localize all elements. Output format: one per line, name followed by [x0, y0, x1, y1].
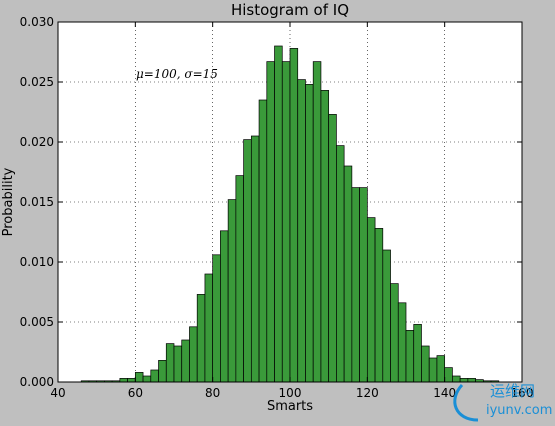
y-tick-label: 0.005	[20, 315, 54, 329]
histogram-bar	[343, 165, 353, 383]
histogram-bar	[173, 345, 183, 383]
histogram-bars	[80, 45, 500, 383]
histogram-bar	[328, 114, 337, 383]
histogram-bar	[274, 45, 283, 383]
histogram-bar	[289, 48, 299, 383]
distribution-annotation: μ=100, σ=15	[136, 67, 218, 81]
histogram-bar	[281, 61, 291, 383]
x-tick-label: 40	[50, 386, 65, 400]
histogram-bar	[305, 84, 314, 383]
histogram-bar	[243, 139, 252, 383]
histogram-bar	[250, 135, 260, 383]
x-tick-label: 160	[511, 386, 534, 400]
y-tick-label: 0.025	[20, 75, 54, 89]
histogram-bar	[165, 343, 175, 383]
y-axis-label: Probability	[1, 167, 16, 236]
histogram-bar	[196, 294, 206, 383]
histogram-bar	[127, 378, 136, 383]
histogram-bar	[158, 360, 167, 383]
histogram-bar	[459, 378, 469, 383]
x-tick-label: 140	[433, 386, 456, 400]
histogram-bar	[405, 330, 415, 383]
histogram-bar	[320, 90, 330, 383]
histogram-bar	[258, 99, 268, 383]
x-axis-label: Smarts	[267, 399, 313, 414]
histogram-bar	[467, 378, 476, 383]
watermark-text-url: iyunv.com	[486, 403, 552, 418]
histogram-bar	[119, 378, 128, 383]
histogram-bar	[336, 145, 345, 383]
histogram-bar	[444, 367, 453, 383]
histogram-bar	[181, 339, 190, 383]
histogram-bar	[359, 187, 368, 383]
y-tick-label: 0.000	[20, 375, 54, 389]
histogram-bar	[374, 228, 384, 383]
histogram-bar	[204, 273, 214, 383]
histogram-bar	[390, 283, 399, 383]
histogram-bar	[428, 357, 438, 383]
histogram-bar	[452, 375, 461, 383]
y-tick-label: 0.015	[20, 195, 54, 209]
axis-ticks: 40 60 80 100 120 140 160 0.000 0.005 0.010 0.015 0.…	[20, 15, 534, 400]
y-tick-label: 0.030	[20, 15, 54, 29]
histogram-bar	[421, 345, 430, 383]
histogram-bar	[220, 230, 229, 383]
histogram-bar	[312, 61, 322, 383]
histogram-bar	[212, 254, 221, 383]
watermark-logo: 运维网 iyunv.com	[453, 382, 552, 422]
histogram-bar	[297, 79, 306, 383]
histogram-bar	[227, 199, 237, 383]
watermark-text-cn: 运维网	[490, 382, 535, 400]
y-tick-label: 0.010	[20, 255, 54, 269]
histogram-bar	[382, 249, 391, 383]
histogram-bar	[235, 175, 244, 383]
chart-title: Histogram of IQ	[231, 1, 349, 19]
histogram-bar	[436, 355, 446, 383]
x-tick-label: 120	[356, 386, 379, 400]
histogram-bar	[134, 372, 144, 383]
histogram-bar	[366, 217, 376, 383]
histogram-bar	[351, 187, 360, 383]
histogram-bar	[150, 369, 159, 383]
watermark-swoosh-icon	[453, 383, 479, 422]
x-tick-label: 80	[205, 386, 220, 400]
histogram-bar	[266, 61, 275, 383]
histogram-bar	[142, 375, 152, 383]
y-tick-label: 0.020	[20, 135, 54, 149]
x-tick-label: 100	[279, 386, 302, 400]
histogram-bar	[397, 302, 407, 383]
x-tick-label: 60	[128, 386, 143, 400]
histogram-bar	[189, 326, 198, 383]
histogram-bar	[413, 324, 422, 383]
